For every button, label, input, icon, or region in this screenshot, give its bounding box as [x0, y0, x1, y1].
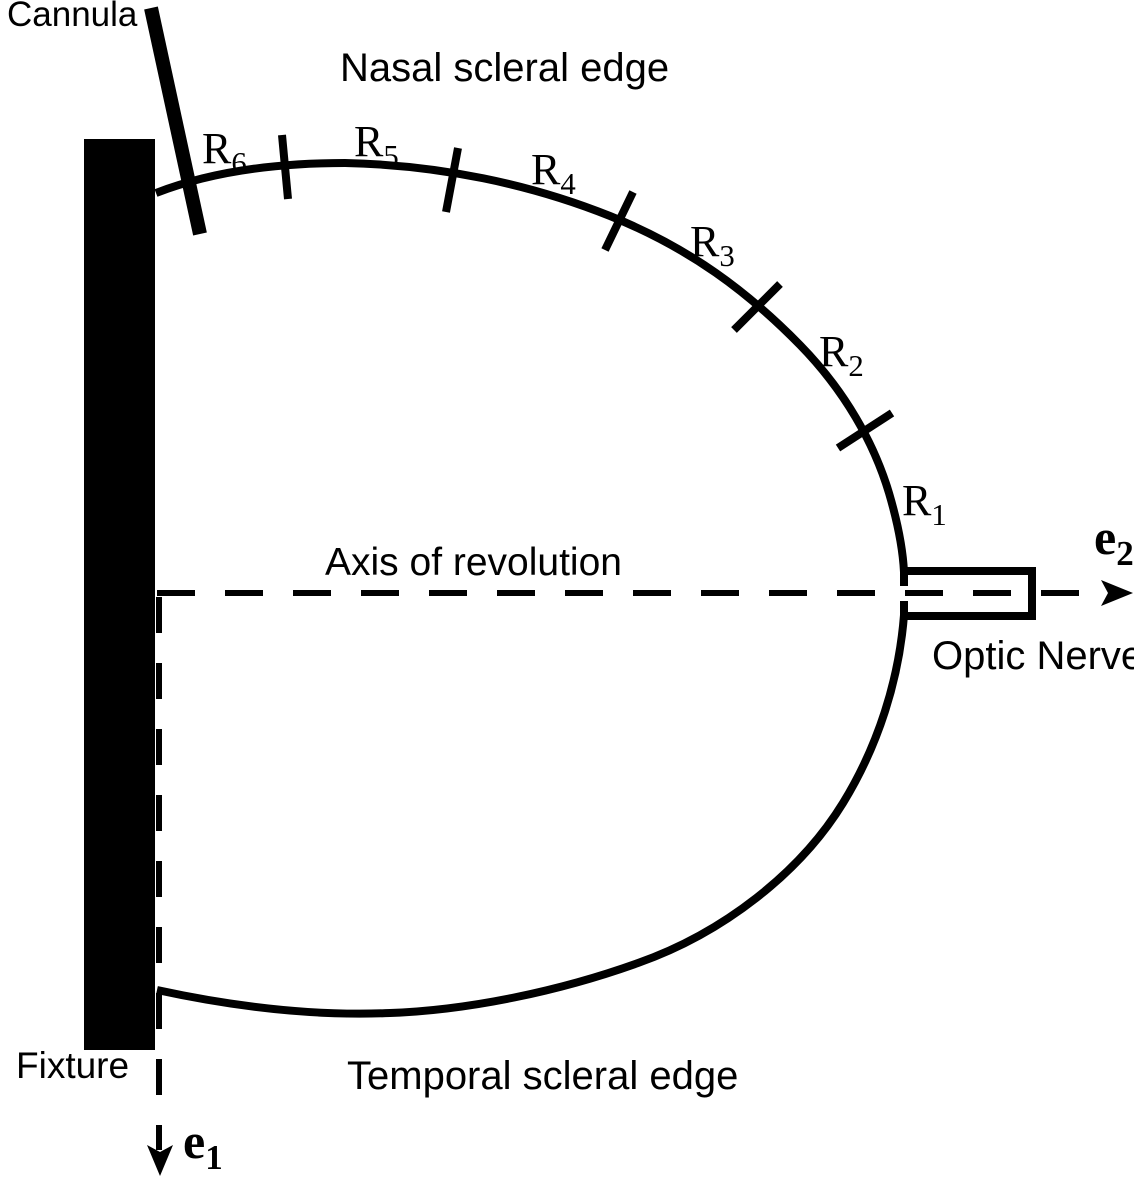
region-tick-r2-r1 [835, 409, 895, 452]
region-r3-base: R [690, 217, 720, 266]
cannula-bar [144, 6, 207, 236]
region-r3-sub: 3 [719, 238, 735, 273]
region-label-r2: R2 [819, 327, 864, 382]
e1-sub: 1 [205, 1138, 223, 1177]
nasal-scleral-edge-curve [154, 158, 908, 573]
temporal-scleral-edge-label: Temporal scleral edge [347, 1054, 739, 1098]
region-tick-r4-r3 [601, 190, 637, 252]
region-label-r4: R4 [531, 145, 576, 200]
optic-nerve-outline [900, 567, 1036, 620]
region-label-r5: R5 [354, 117, 399, 172]
region-r4-sub: 4 [560, 166, 576, 201]
region-tick-r6-r5 [278, 134, 292, 200]
region-label-r3: R3 [690, 217, 735, 272]
e1-vector-label: e1 [183, 1113, 223, 1175]
e2-sub: 2 [1116, 534, 1134, 573]
nasal-scleral-edge-label: Nasal scleral edge [340, 46, 670, 90]
region-r4-base: R [531, 145, 561, 194]
axis-of-revolution-label: Axis of revolution [325, 541, 622, 584]
region-tick-r3-r2 [731, 281, 783, 333]
region-r1-sub: 1 [931, 497, 947, 532]
region-r6-base: R [202, 124, 232, 173]
cannula-label: Cannula [7, 0, 138, 34]
region-label-r1: R1 [902, 476, 947, 531]
region-r6-sub: 6 [231, 145, 247, 180]
e2-vector-label: e2 [1094, 509, 1134, 571]
e2-base: e [1094, 509, 1117, 565]
e1-arrowhead-icon [147, 1145, 173, 1176]
e2-arrowhead-icon [1101, 580, 1133, 606]
region-r5-base: R [354, 117, 384, 166]
region-tick-r5-r4 [442, 147, 462, 213]
region-r2-sub: 2 [848, 348, 864, 383]
optic-nerve-label: Optic Nerve [932, 634, 1134, 678]
fixture-label: Fixture [16, 1045, 130, 1086]
temporal-scleral-edge-curve [156, 614, 908, 1018]
fixture-bar [84, 139, 155, 1050]
region-label-r6: R6 [202, 124, 247, 179]
region-r2-base: R [819, 327, 849, 376]
region-r1-base: R [902, 476, 932, 525]
region-r5-sub: 5 [383, 138, 399, 173]
e1-base: e [183, 1113, 206, 1169]
